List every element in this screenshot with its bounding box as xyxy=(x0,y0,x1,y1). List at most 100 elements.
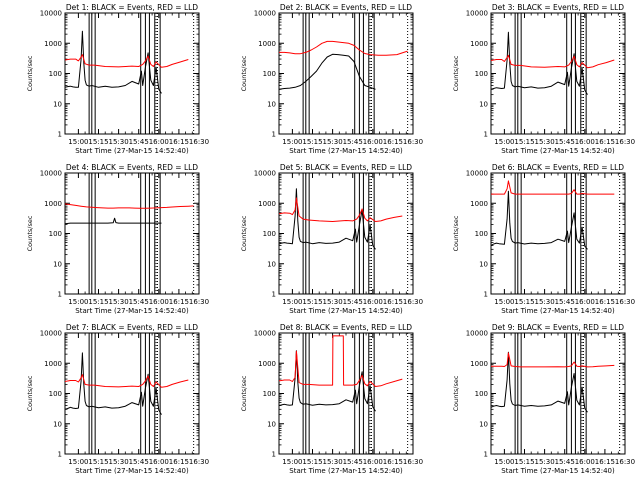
x-tick-label: 16:15 xyxy=(169,298,189,306)
events-series-line xyxy=(491,31,588,95)
y-tick-label: 1 xyxy=(58,131,62,139)
x-axis-label: Start Time (27-Mar-15 14:52:40) xyxy=(501,147,615,155)
x-tick-label: 16:30 xyxy=(189,138,209,146)
lld-series-line xyxy=(65,374,189,388)
x-tick-label: 15:00 xyxy=(68,298,88,306)
y-tick-label: 100 xyxy=(263,230,276,238)
x-tick-label: 15:45 xyxy=(129,138,149,146)
y-axis-label: Counts/sec xyxy=(452,55,460,91)
x-tick-label: 16:15 xyxy=(383,298,403,306)
y-tick-label: 10000 xyxy=(40,170,62,178)
y-tick-label: 10 xyxy=(479,420,488,428)
events-series-line xyxy=(491,351,588,413)
x-tick-label: 16:15 xyxy=(595,458,615,466)
y-tick-label: 1000 xyxy=(470,40,488,48)
y-axis-label: Counts/sec xyxy=(26,215,34,251)
x-tick-label: 15:30 xyxy=(535,458,555,466)
x-tick-label: 16:00 xyxy=(363,138,383,146)
panel-title: Det 5: BLACK = Events, RED = LLD xyxy=(280,163,412,172)
x-tick-label: 15:00 xyxy=(68,458,88,466)
x-tick-label: 16:00 xyxy=(149,298,169,306)
x-tick-label: 16:30 xyxy=(615,138,635,146)
x-tick-label: 16:15 xyxy=(383,138,403,146)
events-series-line xyxy=(65,352,162,415)
events-series-line xyxy=(279,53,376,90)
lld-series-line xyxy=(279,40,408,56)
x-tick-label: 15:30 xyxy=(323,458,343,466)
x-tick-label: 15:15 xyxy=(514,138,534,146)
x-tick-label: 16:15 xyxy=(595,138,615,146)
y-tick-label: 10 xyxy=(53,420,62,428)
lld-series-line xyxy=(491,54,615,69)
detector-panel-9: 1 10 100 1000 10000 15:00 15:15 15:30 15:45 16:00… xyxy=(452,323,635,475)
y-tick-label: 10000 xyxy=(466,10,488,18)
x-tick-label: 15:00 xyxy=(282,458,302,466)
y-tick-label: 1000 xyxy=(258,40,276,48)
x-tick-label: 16:30 xyxy=(403,458,423,466)
x-tick-label: 15:15 xyxy=(514,298,534,306)
y-tick-label: 100 xyxy=(263,390,276,398)
x-tick-label: 15:15 xyxy=(88,458,108,466)
y-tick-label: 1000 xyxy=(258,360,276,368)
plot-frame xyxy=(64,12,200,135)
x-tick-label: 15:30 xyxy=(535,138,555,146)
x-axis-label: Start Time (27-Mar-15 14:52:40) xyxy=(75,467,189,475)
y-tick-label: 100 xyxy=(475,390,488,398)
detector-panel-6: 1 10 100 1000 10000 15:00 15:15 15:30 15:45 16:00… xyxy=(452,163,635,315)
y-axis-label: Counts/sec xyxy=(26,375,34,411)
y-axis-label: Counts/sec xyxy=(26,55,34,91)
y-tick-label: 100 xyxy=(49,230,62,238)
plot-frame xyxy=(64,332,200,455)
x-tick-label: 15:15 xyxy=(302,138,322,146)
detector-panel-7: 1 10 100 1000 10000 15:00 15:15 15:30 15:45 16:00… xyxy=(26,323,209,475)
panel-title: Det 1: BLACK = Events, RED = LLD xyxy=(66,3,198,12)
x-tick-label: 16:30 xyxy=(403,298,423,306)
x-axis-label: Start Time (27-Mar-15 14:52:40) xyxy=(501,467,615,475)
y-tick-label: 1 xyxy=(272,291,276,299)
panel-title: Det 2: BLACK = Events, RED = LLD xyxy=(280,3,412,12)
plot-frame xyxy=(490,12,626,135)
y-tick-label: 10000 xyxy=(466,330,488,338)
detector-panel-8: 1 10 100 1000 10000 15:00 15:15 15:30 15:45 16:00… xyxy=(240,323,423,475)
x-tick-label: 16:00 xyxy=(149,138,169,146)
x-tick-label: 15:30 xyxy=(323,138,343,146)
y-tick-label: 10000 xyxy=(254,170,276,178)
y-tick-label: 10 xyxy=(53,100,62,108)
x-tick-label: 15:15 xyxy=(302,298,322,306)
panel-title: Det 7: BLACK = Events, RED = LLD xyxy=(66,323,198,332)
x-tick-label: 15:30 xyxy=(323,298,343,306)
x-tick-label: 15:00 xyxy=(494,138,514,146)
panel-title: Det 9: BLACK = Events, RED = LLD xyxy=(492,323,624,332)
y-axis-label: Counts/sec xyxy=(240,215,248,251)
x-tick-label: 15:00 xyxy=(282,138,302,146)
y-tick-label: 10000 xyxy=(254,10,276,18)
y-tick-label: 10000 xyxy=(466,170,488,178)
y-tick-label: 1 xyxy=(272,451,276,459)
events-series-line xyxy=(65,30,162,94)
plot-frame xyxy=(278,12,414,135)
x-tick-label: 15:15 xyxy=(514,458,534,466)
x-tick-label: 15:30 xyxy=(109,138,129,146)
plot-frame xyxy=(64,172,200,295)
y-tick-label: 10000 xyxy=(254,330,276,338)
lld-series-line xyxy=(65,203,194,209)
y-tick-label: 1000 xyxy=(44,40,62,48)
x-tick-label: 16:00 xyxy=(363,458,383,466)
x-tick-label: 15:15 xyxy=(302,458,322,466)
plot-frame xyxy=(490,332,626,455)
panel-title: Det 6: BLACK = Events, RED = LLD xyxy=(492,163,624,172)
x-tick-label: 16:15 xyxy=(169,138,189,146)
y-tick-label: 1 xyxy=(484,291,488,299)
y-tick-label: 100 xyxy=(49,390,62,398)
x-tick-label: 15:45 xyxy=(555,138,575,146)
detector-panel-2: 1 10 100 1000 10000 15:00 15:15 15:30 15:45 16:00… xyxy=(240,3,423,155)
x-axis-label: Start Time (27-Mar-15 14:52:40) xyxy=(289,307,403,315)
x-axis-label: Start Time (27-Mar-15 14:52:40) xyxy=(75,307,189,315)
x-tick-label: 15:45 xyxy=(129,298,149,306)
y-tick-label: 1 xyxy=(272,131,276,139)
detector-panel-1: 1 10 100 1000 10000 15:00 15:15 15:30 15:45 16:00… xyxy=(26,3,209,155)
x-tick-label: 15:30 xyxy=(109,298,129,306)
y-axis-label: Counts/sec xyxy=(240,375,248,411)
y-tick-label: 10 xyxy=(53,260,62,268)
x-tick-label: 15:30 xyxy=(109,458,129,466)
